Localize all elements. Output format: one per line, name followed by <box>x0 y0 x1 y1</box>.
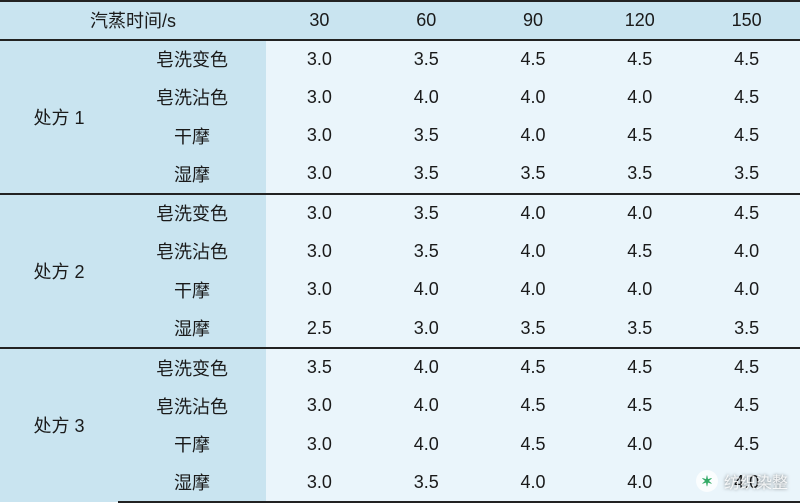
cell-0-0-1: 3.5 <box>373 40 480 79</box>
header-time-1: 60 <box>373 1 480 40</box>
cell-1-3-1: 3.0 <box>373 309 480 348</box>
cell-0-1-3: 4.0 <box>586 78 693 117</box>
cell-1-2-2: 4.0 <box>480 271 587 310</box>
cell-1-0-0: 3.0 <box>266 194 373 233</box>
metric-label-2-2: 干摩 <box>118 425 266 464</box>
cell-1-1-0: 3.0 <box>266 232 373 271</box>
cell-2-1-4: 4.5 <box>693 386 800 425</box>
cell-0-2-2: 4.0 <box>480 117 587 156</box>
group-label-2: 处方 3 <box>0 348 118 502</box>
metric-label-1-1: 皂洗沾色 <box>118 232 266 271</box>
cell-2-1-2: 4.5 <box>480 386 587 425</box>
header-time-label: 汽蒸时间/s <box>0 1 266 40</box>
cell-2-1-0: 3.0 <box>266 386 373 425</box>
cell-2-3-3: 4.0 <box>586 463 693 502</box>
cell-0-3-2: 3.5 <box>480 155 587 194</box>
cell-1-1-4: 4.0 <box>693 232 800 271</box>
cell-1-0-2: 4.0 <box>480 194 587 233</box>
cell-2-3-2: 4.0 <box>480 463 587 502</box>
cell-0-1-0: 3.0 <box>266 78 373 117</box>
cell-1-3-2: 3.5 <box>480 309 587 348</box>
cell-0-3-3: 3.5 <box>586 155 693 194</box>
metric-label-1-3: 湿摩 <box>118 309 266 348</box>
cell-1-3-4: 3.5 <box>693 309 800 348</box>
cell-0-0-0: 3.0 <box>266 40 373 79</box>
cell-0-3-4: 3.5 <box>693 155 800 194</box>
cell-2-0-2: 4.5 <box>480 348 587 387</box>
cell-0-2-4: 4.5 <box>693 117 800 156</box>
cell-1-2-1: 4.0 <box>373 271 480 310</box>
metric-label-1-0: 皂洗变色 <box>118 194 266 233</box>
cell-2-3-1: 3.5 <box>373 463 480 502</box>
cell-0-2-1: 3.5 <box>373 117 480 156</box>
cell-1-1-2: 4.0 <box>480 232 587 271</box>
cell-2-2-1: 4.0 <box>373 425 480 464</box>
group-label-0: 处方 1 <box>0 40 118 194</box>
metric-label-0-2: 干摩 <box>118 117 266 156</box>
metric-label-2-3: 湿摩 <box>118 463 266 502</box>
cell-2-1-1: 4.0 <box>373 386 480 425</box>
header-time-4: 150 <box>693 1 800 40</box>
cell-2-2-4: 4.5 <box>693 425 800 464</box>
header-time-2: 90 <box>480 1 587 40</box>
cell-2-0-0: 3.5 <box>266 348 373 387</box>
cell-0-1-2: 4.0 <box>480 78 587 117</box>
cell-1-2-4: 4.0 <box>693 271 800 310</box>
metric-label-1-2: 干摩 <box>118 271 266 310</box>
cell-2-1-3: 4.5 <box>586 386 693 425</box>
metric-label-0-3: 湿摩 <box>118 155 266 194</box>
cell-0-3-1: 3.5 <box>373 155 480 194</box>
cell-1-0-4: 4.5 <box>693 194 800 233</box>
cell-1-0-1: 3.5 <box>373 194 480 233</box>
cell-1-3-0: 2.5 <box>266 309 373 348</box>
cell-0-0-2: 4.5 <box>480 40 587 79</box>
cell-1-3-3: 3.5 <box>586 309 693 348</box>
metric-label-0-0: 皂洗变色 <box>118 40 266 79</box>
cell-0-0-3: 4.5 <box>586 40 693 79</box>
cell-0-2-0: 3.0 <box>266 117 373 156</box>
cell-2-2-0: 3.0 <box>266 425 373 464</box>
cell-1-1-3: 4.5 <box>586 232 693 271</box>
cell-0-1-1: 4.0 <box>373 78 480 117</box>
cell-0-2-3: 4.5 <box>586 117 693 156</box>
cell-2-0-4: 4.5 <box>693 348 800 387</box>
cell-0-3-0: 3.0 <box>266 155 373 194</box>
metric-label-2-0: 皂洗变色 <box>118 348 266 387</box>
header-time-0: 30 <box>266 1 373 40</box>
cell-0-0-4: 4.5 <box>693 40 800 79</box>
cell-1-2-3: 4.0 <box>586 271 693 310</box>
cell-1-1-1: 3.5 <box>373 232 480 271</box>
cell-2-3-4: 4.0 <box>693 463 800 502</box>
metric-label-2-1: 皂洗沾色 <box>118 386 266 425</box>
cell-2-0-1: 4.0 <box>373 348 480 387</box>
metric-label-0-1: 皂洗沾色 <box>118 78 266 117</box>
cell-2-3-0: 3.0 <box>266 463 373 502</box>
cell-0-1-4: 4.5 <box>693 78 800 117</box>
group-label-1: 处方 2 <box>0 194 118 348</box>
fastness-table: 汽蒸时间/s306090120150处方 1皂洗变色3.03.54.54.54.… <box>0 0 800 503</box>
header-time-3: 120 <box>586 1 693 40</box>
cell-1-2-0: 3.0 <box>266 271 373 310</box>
cell-1-0-3: 4.0 <box>586 194 693 233</box>
cell-2-0-3: 4.5 <box>586 348 693 387</box>
cell-2-2-3: 4.0 <box>586 425 693 464</box>
cell-2-2-2: 4.5 <box>480 425 587 464</box>
